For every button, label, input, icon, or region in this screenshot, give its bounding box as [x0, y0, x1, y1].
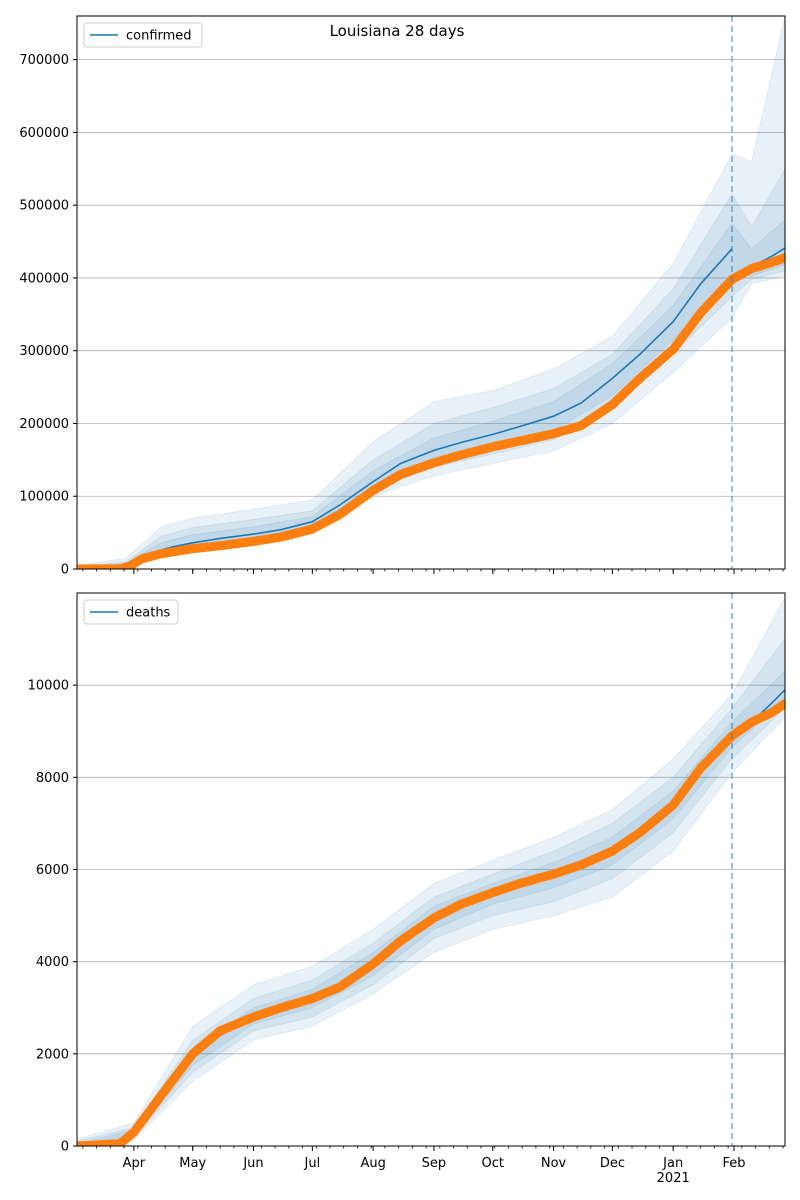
chart-1-legend-box — [83, 599, 179, 625]
chart-1-observed-points — [77, 699, 785, 1146]
chart-0-y-tick-label-7: 700000 — [19, 53, 69, 68]
chart-0-y-tick-label-0: 0 — [61, 563, 69, 578]
chart-1-x-tick-label-4: Aug — [360, 1156, 385, 1171]
chart-1-y-tick-label-1: 2000 — [36, 1047, 69, 1062]
chart-0-legend-box — [83, 22, 203, 48]
chart-1-plot-area — [77, 597, 785, 1146]
chart-1-y-tick-label-3: 6000 — [36, 863, 69, 878]
chart-0-observed-points — [77, 253, 785, 569]
chart-0-y-tick-label-4: 400000 — [19, 271, 69, 286]
chart-1-x-year-label: 2021 — [657, 1171, 690, 1186]
chart-0-y-tick-label-1: 100000 — [19, 490, 69, 505]
chart-1-x-tick-label-2: Jun — [242, 1156, 263, 1171]
chart-0-y-tick-label-2: 200000 — [19, 417, 69, 432]
confirmed-panel: 0 100000 200000 300000 400000 500000 600000 700… — [19, 15, 786, 578]
chart-1-x-tick-label-0: Apr — [123, 1156, 146, 1171]
chart-0-y-tick-label-5: 500000 — [19, 199, 69, 214]
chart-0-y-tick-label-3: 300000 — [19, 344, 69, 359]
chart-1-x-tick-label-3: Jul — [304, 1156, 321, 1171]
chart-1-observed-point-361 — [780, 699, 785, 709]
chart-0-axes-frame — [76, 15, 786, 570]
chart-0-plot-area — [77, 16, 785, 569]
chart-0-y-tick-label-6: 600000 — [19, 126, 69, 141]
chart-1-y-tick-label-2: 4000 — [36, 955, 69, 970]
chart-1-x-tick-label-5: Sep — [422, 1156, 447, 1171]
figure-title: Louisiana 28 days — [330, 22, 465, 40]
chart-1-y-tick-label-4: 8000 — [36, 771, 69, 786]
deaths-panel: 0 2000 4000 6000 8000 10000 Apr May Jun Jul Aug Sep… — [28, 592, 786, 1186]
chart-1-x-tick-label-6: Oct — [482, 1156, 504, 1171]
chart-1-band-0 — [77, 597, 785, 1146]
chart-0-legend-label: confirmed — [126, 29, 192, 44]
chart-1-x-tick-label-1: May — [179, 1156, 206, 1171]
chart-1-x-tick-label-9: Jan — [662, 1156, 683, 1171]
chart-1-legend-label: deaths — [126, 606, 171, 621]
chart-0-observed-point-361 — [780, 253, 785, 263]
chart-1-y-tick-label-0: 0 — [61, 1140, 69, 1155]
chart-1-x-tick-label-7: Nov — [541, 1156, 567, 1171]
chart-1-x-tick-label-8: Dec — [600, 1156, 625, 1171]
chart-1-x-tick-label-10: Feb — [722, 1156, 745, 1171]
chart-1-band-2 — [77, 670, 785, 1146]
chart-1-y-tick-label-5: 10000 — [28, 679, 69, 694]
